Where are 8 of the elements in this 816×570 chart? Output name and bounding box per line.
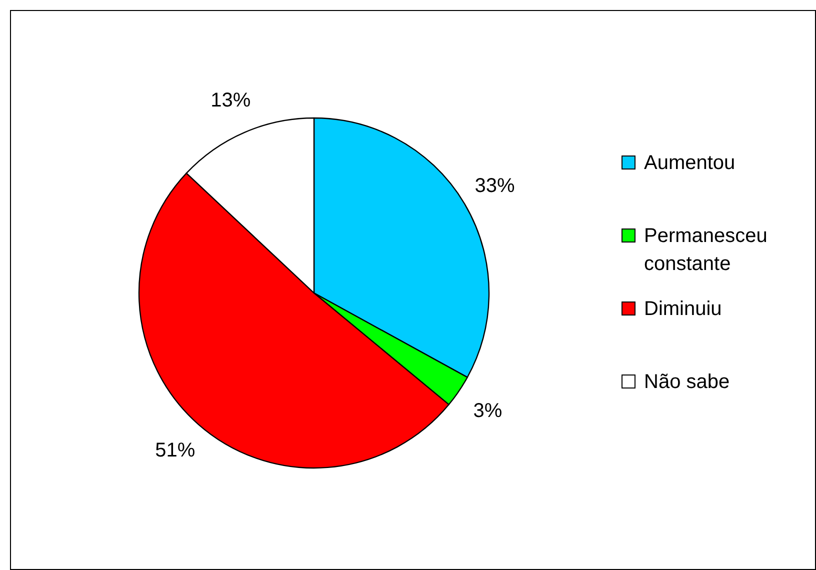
legend-label: Diminuiu	[644, 298, 722, 320]
legend-label: Permanesceu constante	[644, 225, 768, 275]
legend-label: Não sabe	[644, 371, 730, 393]
data-label: 51%	[155, 440, 196, 462]
data-label: 13%	[210, 89, 251, 112]
data-label: 33%	[474, 175, 515, 198]
data-label: 3%	[473, 400, 502, 422]
legend-label: Aumentou	[644, 152, 736, 174]
